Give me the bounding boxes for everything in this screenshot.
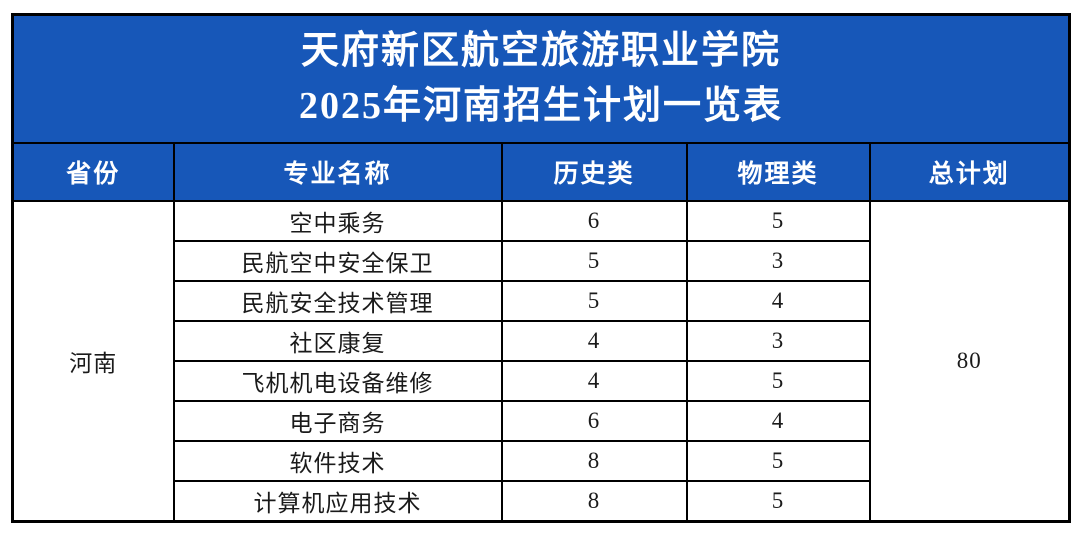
table-row: 民航安全技术管理 5 4 [13,280,1070,322]
enrollment-plan-table: 天府新区航空旅游职业学院 2025年河南招生计划一览表 省份 专业名称 历史类 … [11,13,1072,523]
physics-cell: 4 [685,280,871,322]
total-plan-cell: 80 [868,200,1071,523]
history-cell: 6 [500,200,688,242]
title-line-2: 2025年河南招生计划一览表 [299,85,784,127]
history-cell: 4 [500,320,688,362]
physics-cell: 3 [685,240,871,282]
history-cell: 4 [500,360,688,402]
table-header-row: 省份 专业名称 历史类 物理类 总计划 [11,142,1071,202]
history-cell: 6 [500,400,688,442]
physics-cell: 5 [685,440,871,482]
physics-cell: 4 [685,400,871,442]
column-header-major: 专业名称 [172,142,503,202]
major-cell: 软件技术 [172,440,503,482]
physics-cell: 5 [685,360,871,402]
major-cell: 民航空中安全保卫 [172,240,503,282]
column-header-history: 历史类 [500,142,688,202]
major-cell: 空中乘务 [172,200,503,242]
physics-cell: 5 [685,480,871,523]
major-cell: 电子商务 [172,400,503,442]
physics-cell: 5 [685,200,871,242]
history-cell: 5 [500,280,688,322]
major-cell: 社区康复 [172,320,503,362]
column-header-province: 省份 [11,142,175,202]
table-row: 计算机应用技术 8 5 [13,480,1070,523]
history-cell: 5 [500,240,688,282]
title-row: 天府新区航空旅游职业学院 2025年河南招生计划一览表 [11,13,1071,144]
column-header-physics: 物理类 [685,142,871,202]
major-cell: 民航安全技术管理 [172,280,503,322]
table-row: 软件技术 8 5 [13,440,1070,482]
title-line-1: 天府新区航空旅游职业学院 [301,29,782,72]
table-row: 飞机机电设备维修 4 5 [13,360,1070,402]
table-title: 天府新区航空旅游职业学院 2025年河南招生计划一览表 [11,13,1071,144]
table-row: 社区康复 4 3 [13,320,1070,362]
major-cell: 计算机应用技术 [172,480,503,523]
province-cell: 河南 [11,200,175,523]
column-header-total: 总计划 [868,142,1071,202]
physics-cell: 3 [685,320,871,362]
history-cell: 8 [500,440,688,482]
table-row: 河南 空中乘务 6 5 80 [11,200,1071,523]
table-row: 电子商务 6 4 [13,400,1070,442]
major-cell: 飞机机电设备维修 [172,360,503,402]
history-cell: 8 [500,480,688,523]
table-row: 民航空中安全保卫 5 3 [13,240,1070,282]
